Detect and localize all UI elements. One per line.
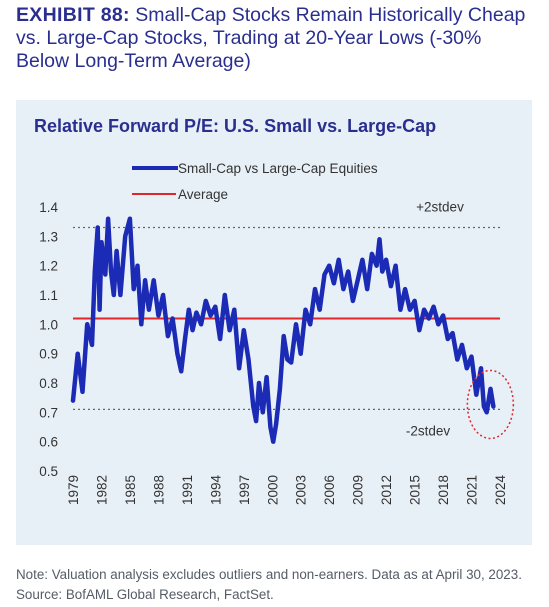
upper-band-label: +2stdev xyxy=(416,200,464,215)
series-line-small-vs-large-cap xyxy=(70,216,496,444)
y-tick-label: 0.5 xyxy=(39,464,58,479)
x-tick-label: 1994 xyxy=(208,475,223,506)
highlight-circle xyxy=(466,369,515,440)
legend: Small-Cap vs Large-Cap Equities Average xyxy=(132,161,378,202)
x-tick-label: 1997 xyxy=(237,475,252,505)
x-tick-label: 1982 xyxy=(94,475,109,505)
y-tick-label: 0.6 xyxy=(39,435,58,450)
x-tick-label: 2009 xyxy=(351,475,366,505)
x-tick-label: 2021 xyxy=(465,475,480,505)
y-tick-label: 0.9 xyxy=(39,347,58,362)
series xyxy=(70,216,496,444)
lower-band-label: -2stdev xyxy=(406,423,451,438)
y-tick-label: 1.3 xyxy=(39,229,58,244)
annotations xyxy=(466,369,515,440)
x-tick-label: 1979 xyxy=(66,475,81,505)
x-tick-label: 2024 xyxy=(493,475,508,506)
y-tick-label: 0.8 xyxy=(39,376,58,391)
y-tick-label: 1.2 xyxy=(39,259,58,274)
x-tick-label: 1988 xyxy=(151,475,166,505)
x-tick-label: 2015 xyxy=(408,475,423,505)
exhibit-title: EXHIBIT 88: Small-Cap Stocks Remain Hist… xyxy=(16,4,536,73)
x-tick-label: 1985 xyxy=(123,475,138,505)
y-tick-label: 1.0 xyxy=(39,317,58,332)
footnote: Note: Valuation analysis excludes outlie… xyxy=(16,567,522,602)
x-tick-label: 2018 xyxy=(436,475,451,505)
x-axis: 1979 1982 1985 1988 1991 1994 1997 2000 2003 2006… xyxy=(66,475,508,506)
y-tick-label: 1.1 xyxy=(39,288,58,303)
legend-average-label: Average xyxy=(178,187,228,202)
y-axis: 0.5 0.6 0.7 0.8 0.9 1.0 1.1 1.2 1.3 1.4 xyxy=(39,200,58,479)
x-tick-label: 2000 xyxy=(265,475,280,505)
exhibit-label: EXHIBIT 88: xyxy=(16,4,130,26)
x-tick-label: 1991 xyxy=(180,475,195,505)
x-tick-label: 2006 xyxy=(322,475,337,505)
y-tick-label: 1.4 xyxy=(39,200,58,215)
exhibit-title-text: Small-Cap Stocks Remain Historically Che… xyxy=(16,4,526,72)
x-tick-label: 2003 xyxy=(294,475,309,505)
chart-title: Relative Forward P/E: U.S. Small vs. Lar… xyxy=(34,116,437,136)
legend-series-label: Small-Cap vs Large-Cap Equities xyxy=(178,161,378,176)
x-tick-label: 2012 xyxy=(379,475,394,505)
y-tick-label: 0.7 xyxy=(39,405,58,420)
